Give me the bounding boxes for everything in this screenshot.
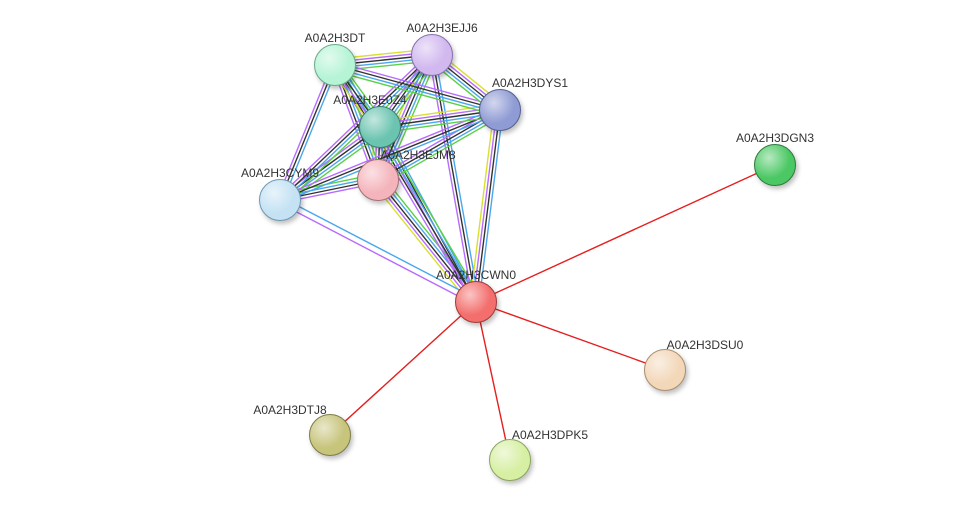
edge-line: [432, 55, 476, 302]
network-canvas: A0A2H3CWN0 A0A2H3EJM8 A0A2H3CYM9 A0A2H3E0Z4…: [0, 0, 975, 530]
edge-line: [279, 203, 475, 305]
node-label-A0A2H3DYS1: A0A2H3DYS1: [492, 76, 568, 90]
edge-line: [376, 182, 474, 304]
edge-line: [479, 110, 503, 302]
edge-line: [330, 302, 476, 435]
edge-line: [277, 64, 332, 199]
node-label-A0A2H3DGN3: A0A2H3DGN3: [736, 131, 814, 145]
node-label-A0A2H3DTJ8: A0A2H3DTJ8: [253, 403, 326, 417]
edge-line: [278, 53, 430, 198]
node-A0A2H3DGN3[interactable]: [754, 144, 796, 186]
edge-line: [333, 71, 498, 116]
edge-line: [476, 302, 510, 460]
edge-line: [470, 109, 494, 301]
node-label-A0A2H3E0Z4: A0A2H3E0Z4: [333, 93, 406, 107]
node-A0A2H3DTJ8[interactable]: [309, 414, 351, 456]
edge-line: [476, 110, 500, 302]
node-A0A2H3EJM8[interactable]: [357, 159, 399, 201]
node-A0A2H3DTL6[interactable]: [314, 44, 356, 86]
edge-line: [476, 165, 775, 302]
edge-line: [335, 65, 500, 110]
node-A0A2H3DSU0[interactable]: [644, 349, 686, 391]
node-A0A2H3EJJ6[interactable]: [411, 34, 453, 76]
edge-line: [429, 56, 473, 303]
node-label-A0A2H3CWN0: A0A2H3CWN0: [436, 268, 516, 282]
edge-line: [334, 68, 499, 113]
edge-line: [383, 176, 481, 298]
edge-line: [383, 126, 479, 301]
edge-line: [280, 55, 432, 200]
edge-line: [380, 178, 478, 300]
edge-line: [476, 302, 665, 370]
node-label-A0A2H3DPK5: A0A2H3DPK5: [512, 428, 588, 442]
node-A0A2H3E0Z4[interactable]: [359, 106, 401, 148]
edge-line: [380, 127, 476, 302]
node-A0A2H3CYM9[interactable]: [259, 179, 301, 221]
edge-line: [332, 67, 473, 304]
edge-line: [335, 65, 476, 302]
edge-line: [373, 184, 471, 306]
edge-line: [473, 110, 497, 302]
node-label-A0A2H3DTL6: A0A2H3DT: [305, 31, 366, 45]
edge-layer: [0, 0, 975, 530]
edge-line: [377, 128, 473, 303]
node-label-A0A2H3CYM9: A0A2H3CYM9: [241, 166, 319, 180]
node-label-A0A2H3EJM8: A0A2H3EJM8: [380, 148, 455, 162]
node-label-A0A2H3DSU0: A0A2H3DSU0: [667, 338, 744, 352]
edge-line: [435, 54, 479, 301]
node-A0A2H3DPK5[interactable]: [489, 439, 531, 481]
edge-line: [281, 197, 477, 299]
edge-line: [378, 180, 476, 302]
edge-line: [283, 66, 338, 201]
node-label-A0A2H3EJJ6: A0A2H3EJJ6: [406, 21, 477, 35]
node-A0A2H3DYS1[interactable]: [479, 89, 521, 131]
node-A0A2H3CWN0[interactable]: [455, 281, 497, 323]
